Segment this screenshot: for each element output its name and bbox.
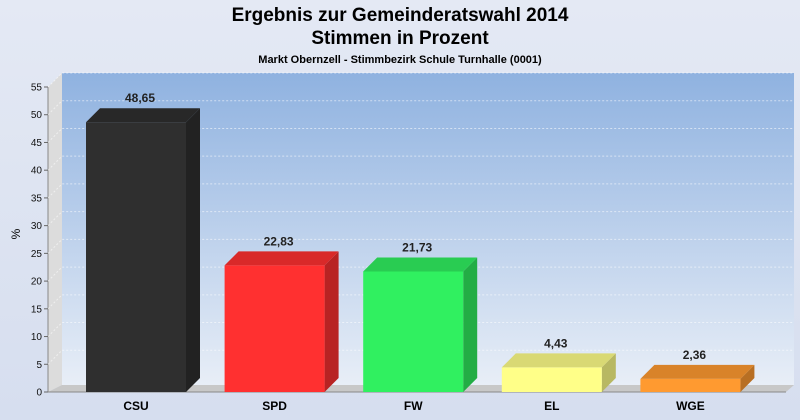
chart-subtitle: Markt Obernzell - Stimmbezirk Schule Tur… <box>258 54 542 66</box>
bar-front <box>86 122 186 393</box>
bar-top <box>640 364 755 379</box>
chart-title-line1: Ergebnis zur Gemeinderatswahl 2014 <box>231 5 569 26</box>
bar-front <box>501 367 602 392</box>
y-tick-label: 40 <box>31 166 43 177</box>
bar-front <box>640 378 741 392</box>
bar-spd <box>224 251 339 392</box>
x-tick-label: CSU <box>123 399 148 413</box>
bar-side <box>463 257 478 392</box>
value-label: 21,73 <box>402 240 432 254</box>
x-tick-label: WGE <box>676 399 705 413</box>
bar-wge <box>640 364 755 392</box>
y-tick-label: 35 <box>31 193 43 204</box>
bar-side <box>601 353 616 392</box>
x-tick-label: SPD <box>262 399 287 413</box>
x-tick-label: FW <box>404 399 423 413</box>
bar-top <box>224 251 339 266</box>
value-label: 22,83 <box>264 234 294 248</box>
y-tick-label: 15 <box>31 304 43 315</box>
bar-front <box>224 265 325 392</box>
bar-el <box>501 353 616 392</box>
bar-top <box>86 108 200 123</box>
chart-title: Ergebnis zur Gemeinderatswahl 2014 Stimm… <box>0 4 800 50</box>
bar-side <box>740 364 755 392</box>
y-tick-label: 30 <box>31 221 43 232</box>
value-label: 4,43 <box>544 336 568 350</box>
x-tick-label: EL <box>544 399 559 413</box>
bar-side <box>186 108 200 393</box>
y-tick-label: 20 <box>31 277 43 288</box>
bar-side <box>324 251 339 392</box>
y-axis-title: % <box>9 228 23 239</box>
bar-top <box>363 257 478 272</box>
value-label: 48,65 <box>125 91 155 105</box>
bar-fw <box>363 257 478 392</box>
y-tick-label: 55 <box>31 83 43 94</box>
bar-top <box>501 353 616 368</box>
y-tick-label: 50 <box>31 110 43 121</box>
value-label: 2,36 <box>683 348 707 362</box>
plot-side-wall <box>48 73 62 392</box>
y-tick-label: 45 <box>31 138 43 149</box>
y-tick-label: 25 <box>31 249 43 260</box>
bar-csu <box>86 108 200 393</box>
y-tick-label: 0 <box>36 388 42 399</box>
y-tick-label: 10 <box>31 332 43 343</box>
chart-title-line2: Stimmen in Prozent <box>311 28 489 49</box>
bar-front <box>363 271 464 392</box>
y-tick-label: 5 <box>36 360 42 371</box>
